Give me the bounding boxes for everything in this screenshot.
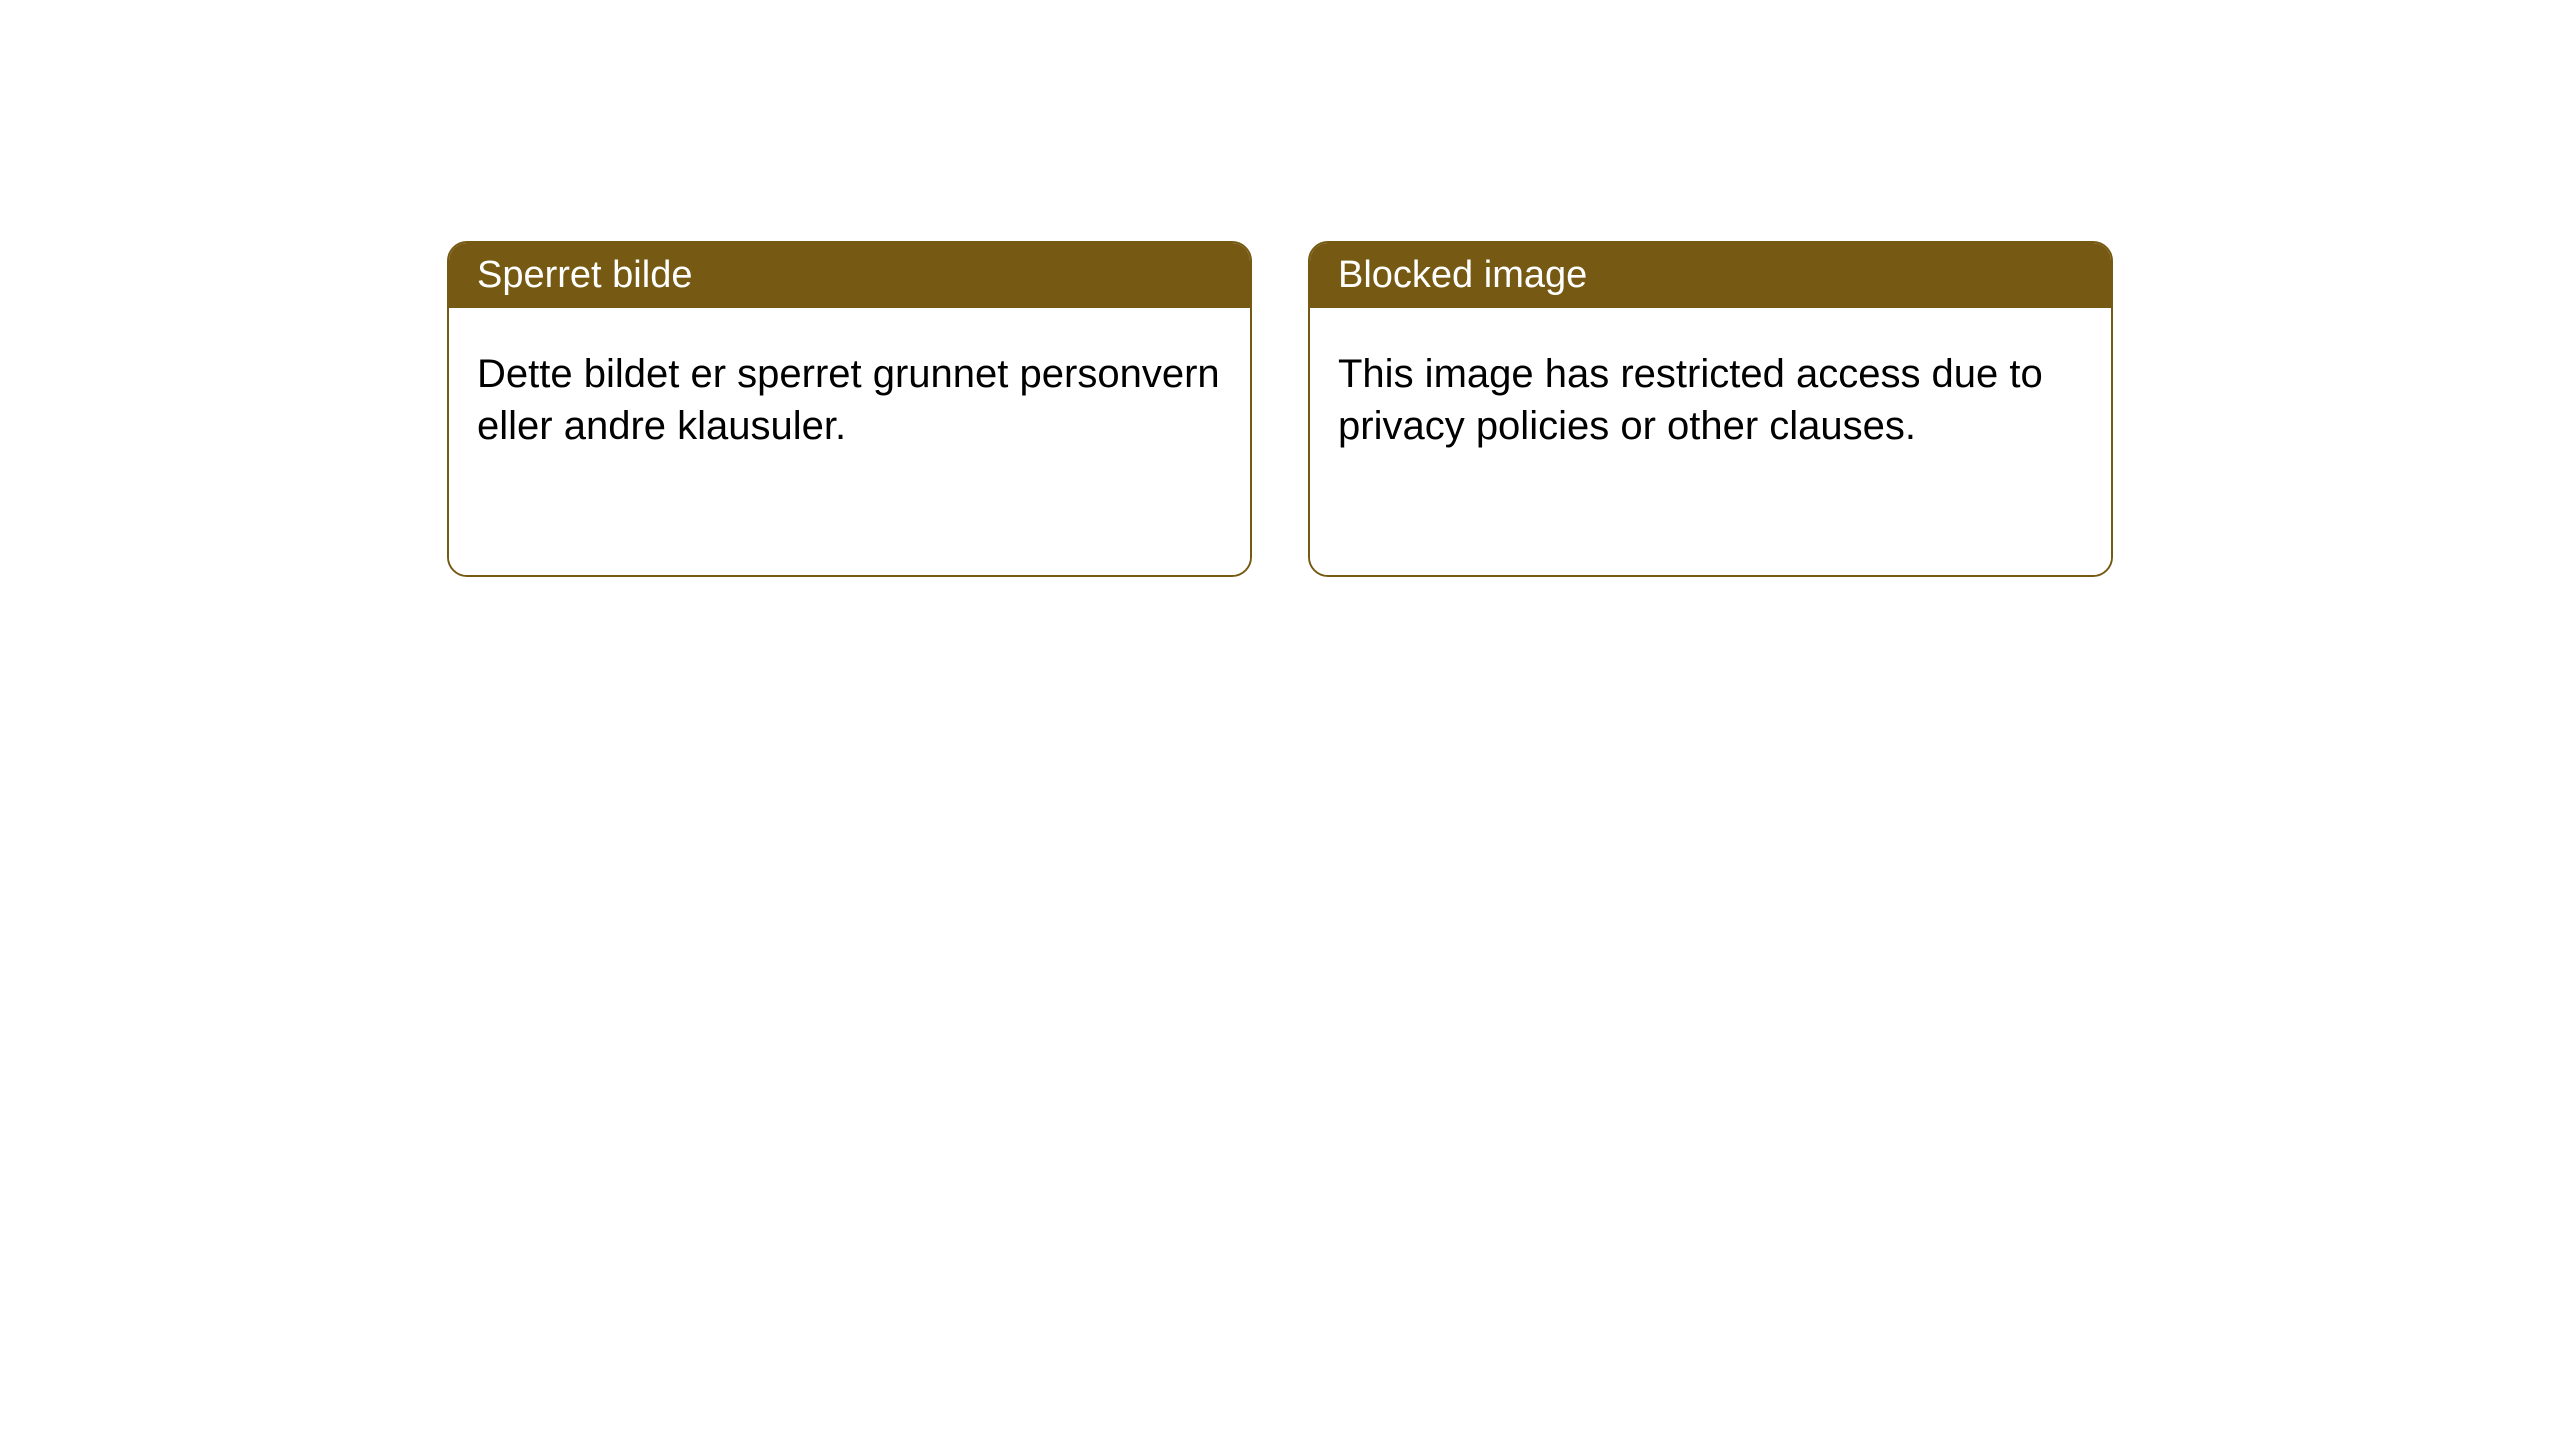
notice-container: Sperret bilde Dette bildet er sperret gr… bbox=[0, 0, 2560, 577]
notice-card-body: Dette bildet er sperret grunnet personve… bbox=[449, 308, 1250, 575]
notice-card-no: Sperret bilde Dette bildet er sperret gr… bbox=[447, 241, 1252, 577]
notice-card-body: This image has restricted access due to … bbox=[1310, 308, 2111, 575]
notice-card-en: Blocked image This image has restricted … bbox=[1308, 241, 2113, 577]
notice-card-title: Sperret bilde bbox=[449, 243, 1250, 308]
notice-card-title: Blocked image bbox=[1310, 243, 2111, 308]
